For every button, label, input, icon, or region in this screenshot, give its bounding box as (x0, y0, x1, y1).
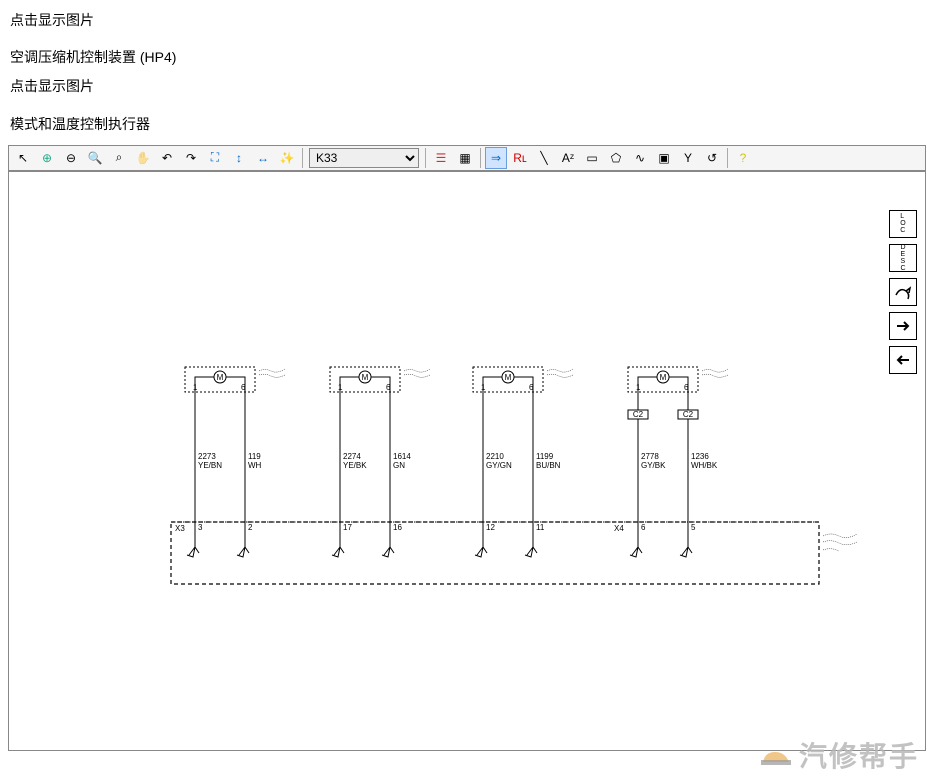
svg-text:6: 6 (641, 523, 646, 532)
pan-icon[interactable]: ✋ (132, 147, 154, 169)
wire-label: 119 WH (248, 452, 261, 471)
svg-text:2: 2 (248, 523, 253, 532)
svg-text:17: 17 (343, 523, 352, 532)
wire-label: 1236 WH/BK (691, 452, 717, 471)
document-icon[interactable]: ▦ (454, 147, 476, 169)
svg-text:X4: X4 (614, 524, 624, 533)
toolbar-separator (480, 148, 481, 168)
zoom-out-icon[interactable]: ⊖ (60, 147, 82, 169)
svg-text:M: M (660, 373, 667, 382)
svg-text:3: 3 (198, 523, 203, 532)
toolbar-separator (425, 148, 426, 168)
svg-text:1: 1 (338, 383, 343, 392)
wire-label: 1614 GN (393, 452, 411, 471)
rotate-ccw-icon[interactable]: ↶ (156, 147, 178, 169)
zoom-in-icon[interactable]: ⊕ (36, 147, 58, 169)
diagram-viewer[interactable]: M1632M161716M161211M16C2C265X3X4 L O C D… (8, 171, 926, 751)
fit-width-icon[interactable]: ↔ (252, 147, 274, 169)
wire-label: 2778 GY/BK (641, 452, 665, 471)
svg-text:C2: C2 (683, 410, 694, 419)
svg-text:M: M (217, 373, 224, 382)
component-select[interactable]: K33 (309, 148, 419, 168)
svg-text:12: 12 (486, 523, 495, 532)
svg-text:6: 6 (684, 383, 689, 392)
watermark: 汽修帮手 (759, 735, 919, 775)
pointer-icon[interactable]: ↖ (12, 147, 34, 169)
svg-text:6: 6 (241, 383, 246, 392)
undo-icon[interactable]: ↺ (701, 147, 723, 169)
highlight-icon[interactable]: ✨ (276, 147, 298, 169)
svg-text:6: 6 (529, 383, 534, 392)
rotate-cw-icon[interactable]: ↷ (180, 147, 202, 169)
svg-text:M: M (505, 373, 512, 382)
fit-height-icon[interactable]: ↕ (228, 147, 250, 169)
wire-label: 2274 YE/BK (343, 452, 367, 471)
trace-button[interactable] (889, 278, 917, 306)
header-line-1[interactable]: 点击显示图片 (10, 8, 927, 33)
svg-text:6: 6 (386, 383, 391, 392)
zoom-region-icon[interactable]: ⌕ (108, 147, 130, 169)
list-icon[interactable]: ☰ (430, 147, 452, 169)
text-icon[interactable]: Aᶻ (557, 147, 579, 169)
line-icon[interactable]: ╲ (533, 147, 555, 169)
watermark-logo-icon (759, 742, 793, 768)
wire-label: 1199 BU/BN (536, 452, 560, 471)
header-line-4: 模式和温度控制执行器 (10, 112, 927, 137)
toolbar-separator (727, 148, 728, 168)
loc-button[interactable]: L O C (889, 210, 917, 238)
toolbar-separator (302, 148, 303, 168)
image-icon[interactable]: ▣ (653, 147, 675, 169)
prev-button[interactable] (889, 346, 917, 374)
wire-label: 2210 GY/GN (486, 452, 512, 471)
wiring-diagram: M1632M161716M161211M16C2C265X3X4 (9, 172, 926, 751)
svg-text:1: 1 (481, 383, 486, 392)
tool-icon[interactable]: Y (677, 147, 699, 169)
next-button[interactable] (889, 312, 917, 340)
curve-icon[interactable]: ∿ (629, 147, 651, 169)
svg-text:1: 1 (193, 383, 198, 392)
wire-label: 2273 YE/BN (198, 452, 222, 471)
rect-icon[interactable]: ▭ (581, 147, 603, 169)
svg-text:16: 16 (393, 523, 402, 532)
header-line-2: 空调压缩机控制装置 (HP4) (10, 45, 927, 70)
svg-text:5: 5 (691, 523, 696, 532)
arrow-right-icon (895, 318, 911, 334)
trace-icon (892, 281, 914, 303)
help-icon[interactable]: ? (732, 147, 754, 169)
arrow-left-icon (895, 352, 911, 368)
svg-text:11: 11 (536, 523, 545, 532)
svg-text:1: 1 (636, 383, 641, 392)
zoom-icon[interactable]: 🔍 (84, 147, 106, 169)
side-button-panel: L O C D E S C (889, 210, 917, 374)
fit-window-icon[interactable]: ⛶ (204, 147, 226, 169)
toolbar: ↖⊕⊖🔍⌕✋↶↷⛶↕↔✨ K33 ☰▦ ⇒Rʟ╲Aᶻ▭⬠∿▣Y↺ ? (8, 145, 926, 171)
watermark-text: 汽修帮手 (799, 735, 919, 775)
svg-text:C2: C2 (633, 410, 644, 419)
svg-text:X3: X3 (175, 524, 185, 533)
polygon-icon[interactable]: ⬠ (605, 147, 627, 169)
go-icon[interactable]: ⇒ (485, 147, 507, 169)
header-line-3[interactable]: 点击显示图片 (10, 74, 927, 99)
rl-icon[interactable]: Rʟ (509, 147, 531, 169)
desc-button[interactable]: D E S C (889, 244, 917, 272)
svg-text:M: M (362, 373, 369, 382)
